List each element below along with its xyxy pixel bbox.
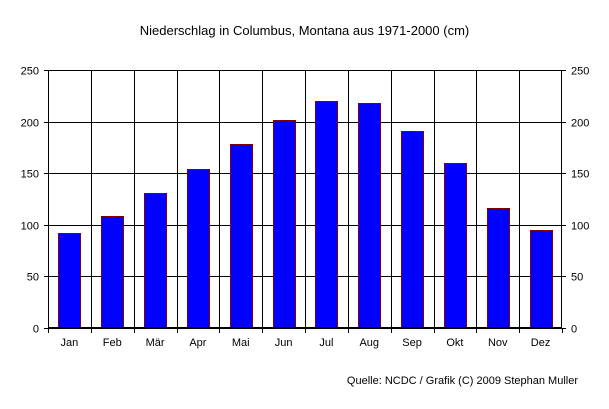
y-tick-label-left: 50: [27, 272, 39, 284]
bar-jan: [58, 233, 81, 328]
chart-title: Niederschlag in Columbus, Montana aus 19…: [140, 23, 470, 38]
y-tick-label-right: 200: [571, 118, 589, 130]
x-tick-label: Mär: [146, 337, 165, 349]
x-tick-label: Apr: [189, 337, 206, 349]
plot-frame: [48, 70, 562, 328]
y-tick-label-left: 250: [21, 66, 39, 78]
x-tick-label: Feb: [103, 337, 122, 349]
bar-jun: [273, 120, 296, 328]
bar-dez: [530, 230, 553, 328]
bar-aug: [358, 103, 381, 328]
bar-mai: [230, 144, 253, 328]
tick-labels: 0 0 50 50 100 100 150 150 200 200 250 250 Jan Feb Mär A…: [21, 66, 590, 350]
y-tick-label-left: 150: [21, 169, 39, 181]
y-tick-label-right: 50: [571, 272, 583, 284]
x-tick-label: Nov: [488, 337, 508, 349]
y-tick-label-left: 200: [21, 118, 39, 130]
bar-feb: [101, 216, 124, 328]
x-tick-label: Jun: [275, 337, 293, 349]
y-tick-label-left: 100: [21, 221, 39, 233]
bar-mär: [144, 193, 167, 328]
x-tick-label: Sep: [402, 337, 422, 349]
y-tick-label-right: 250: [571, 66, 589, 78]
y-tick-label-right: 150: [571, 169, 589, 181]
y-tick-label-left: 0: [33, 324, 39, 336]
bar-apr: [187, 169, 210, 328]
bar-jul: [315, 101, 338, 328]
x-tick-label: Jan: [61, 337, 79, 349]
x-tick-label: Dez: [531, 337, 551, 349]
source-note: Quelle: NCDC / Grafik (C) 2009 Stephan M…: [347, 375, 578, 387]
bar-sep: [401, 131, 424, 328]
y-tick-label-right: 0: [571, 324, 577, 336]
y-tick-label-right: 100: [571, 221, 589, 233]
bar-nov: [487, 208, 510, 328]
x-tick-label: Aug: [359, 337, 379, 349]
grid-lines: [44, 70, 566, 333]
x-tick-label: Jul: [319, 337, 333, 349]
bars: [58, 101, 553, 328]
x-tick-label: Mai: [232, 337, 250, 349]
x-tick-label: Okt: [446, 337, 463, 349]
bar-okt: [444, 163, 467, 328]
